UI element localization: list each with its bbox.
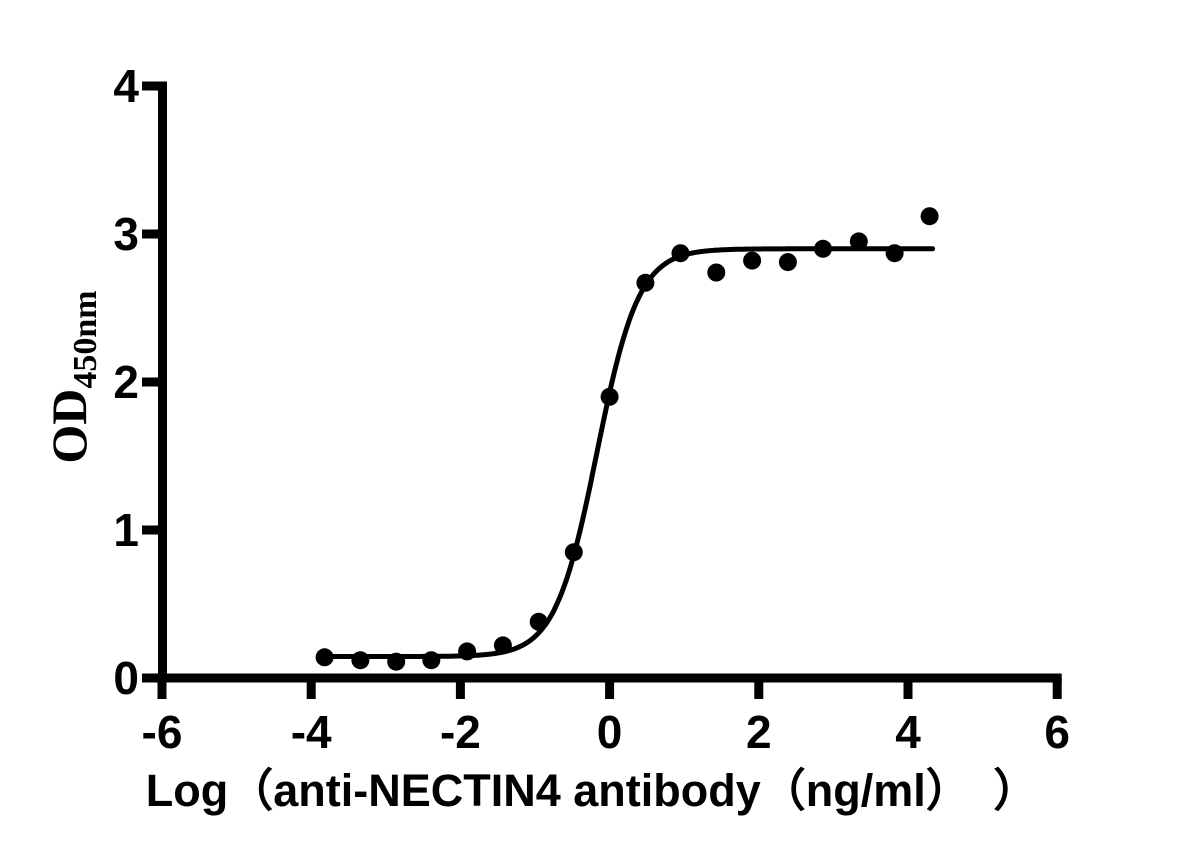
data-point <box>458 642 477 661</box>
x-tick-label: 2 <box>746 706 772 758</box>
data-point <box>493 636 512 655</box>
x-tick-label: -4 <box>291 706 332 758</box>
fit-curve-path <box>319 246 936 659</box>
y-axis-title-main: OD <box>41 389 97 464</box>
x-tick-label: 0 <box>597 706 623 758</box>
data-point <box>564 543 583 562</box>
data-point <box>600 387 619 406</box>
data-point <box>778 253 797 272</box>
data-point <box>529 612 548 631</box>
x-tick-label: 4 <box>895 706 921 758</box>
x-tick-label: -2 <box>440 706 481 758</box>
y-axis-title: OD450nm <box>41 290 104 463</box>
data-point <box>351 651 370 670</box>
x-tick-label: -6 <box>142 706 183 758</box>
data-point <box>849 232 868 251</box>
data-points-group <box>315 207 939 671</box>
data-point <box>885 244 904 263</box>
y-tick-label: 4 <box>113 60 139 112</box>
fit-curve-group <box>319 246 936 659</box>
data-point <box>422 651 441 670</box>
x-tick-label: 6 <box>1044 706 1070 758</box>
data-point <box>707 263 726 282</box>
y-axis-title-subscript: 450nm <box>67 290 104 388</box>
data-point <box>387 652 406 671</box>
data-point <box>636 273 655 292</box>
tick-labels-group: -6 -4 -2 0 2 4 6 0 1 2 3 4 <box>113 60 1070 758</box>
data-point <box>671 244 690 263</box>
x-axis-title: Log（anti-NECTIN4 antibody（ng/ml） ） <box>146 765 1038 816</box>
y-tick-label: 3 <box>113 208 139 260</box>
y-tick-label: 0 <box>113 652 139 704</box>
axes-group <box>142 81 1062 699</box>
axis-titles-group: Log（anti-NECTIN4 antibody（ng/ml） ） OD450n… <box>41 290 1038 816</box>
y-tick-label: 1 <box>113 504 139 556</box>
data-point <box>315 648 334 667</box>
data-point <box>743 251 762 270</box>
data-point <box>920 207 939 226</box>
data-point <box>814 239 832 258</box>
y-tick-label: 2 <box>113 356 139 408</box>
